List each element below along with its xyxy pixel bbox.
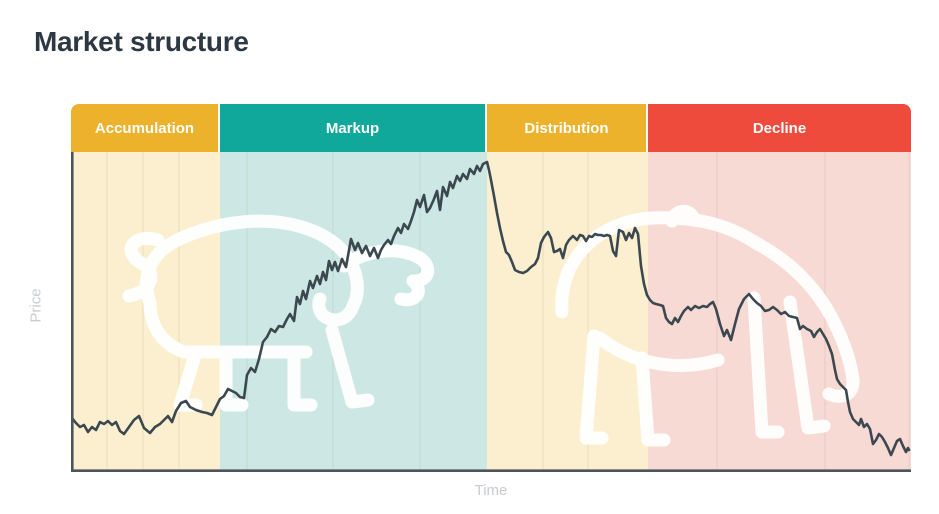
phase-label: Markup xyxy=(325,119,380,137)
phase-label: Decline xyxy=(752,119,807,137)
page-title: Market structure xyxy=(34,26,249,57)
bear-icon xyxy=(555,204,860,447)
x-axis-label: Time xyxy=(474,482,508,499)
market-structure-chart: Accumulation Markup Distribution Decline xyxy=(71,104,911,472)
phase-header-accumulation: Accumulation xyxy=(71,104,218,152)
axes xyxy=(71,152,911,472)
phase-headers: Accumulation Markup Distribution Decline xyxy=(71,104,911,152)
phase-header-distribution: Distribution xyxy=(487,104,646,152)
phase-header-markup: Markup xyxy=(220,104,485,152)
price-line xyxy=(71,160,911,457)
chart-canvas xyxy=(71,152,911,472)
y-axis-label: Price xyxy=(27,288,45,323)
phase-label: Distribution xyxy=(524,119,609,137)
phase-header-decline: Decline xyxy=(648,104,911,152)
plot-area xyxy=(71,152,911,472)
phase-label: Accumulation xyxy=(94,119,195,137)
gridlines xyxy=(106,152,910,471)
